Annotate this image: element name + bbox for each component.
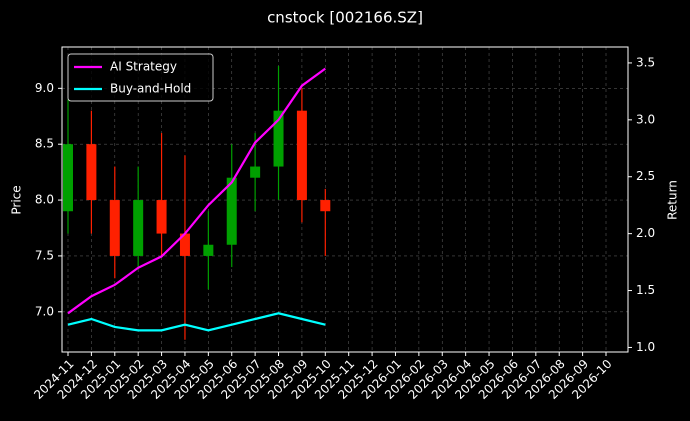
- candle-body: [296, 110, 307, 201]
- chart-title: cnstock [002166.SZ]: [267, 9, 423, 27]
- legend-label: Buy-and-Hold: [110, 82, 191, 96]
- legend-box: [67, 53, 214, 102]
- candle-body: [156, 200, 167, 234]
- y2-tick-label: 2.5: [636, 169, 655, 183]
- y2-tick-label: 1.0: [636, 340, 655, 354]
- candle-body: [226, 177, 237, 245]
- y2-tick-label: 2.0: [636, 226, 655, 240]
- y2-axis-label: Return: [666, 180, 680, 220]
- candle-body: [320, 200, 331, 212]
- y-tick-label: 8.0: [35, 193, 54, 207]
- plot-frame: [61, 46, 629, 353]
- legend-label: AI Strategy: [110, 60, 177, 74]
- y-tick-label: 7.5: [35, 248, 54, 262]
- candle-body: [273, 110, 284, 167]
- candle-body: [133, 200, 144, 256]
- candle-body: [250, 166, 261, 178]
- series-line: [67, 312, 326, 332]
- candle-body: [179, 233, 190, 256]
- candle-body: [203, 244, 214, 256]
- y-axis-label: Price: [10, 185, 24, 214]
- series-line: [67, 67, 326, 315]
- y2-tick-label: 1.5: [636, 283, 655, 297]
- y2-tick-label: 3.0: [636, 112, 655, 126]
- candle-body: [109, 200, 120, 256]
- y-tick-label: 9.0: [35, 81, 54, 95]
- y-tick-label: 7.0: [35, 304, 54, 318]
- candle-body: [63, 144, 73, 212]
- y2-tick-label: 3.5: [636, 55, 655, 69]
- candle-body: [86, 144, 97, 201]
- y-tick-label: 8.5: [35, 137, 54, 151]
